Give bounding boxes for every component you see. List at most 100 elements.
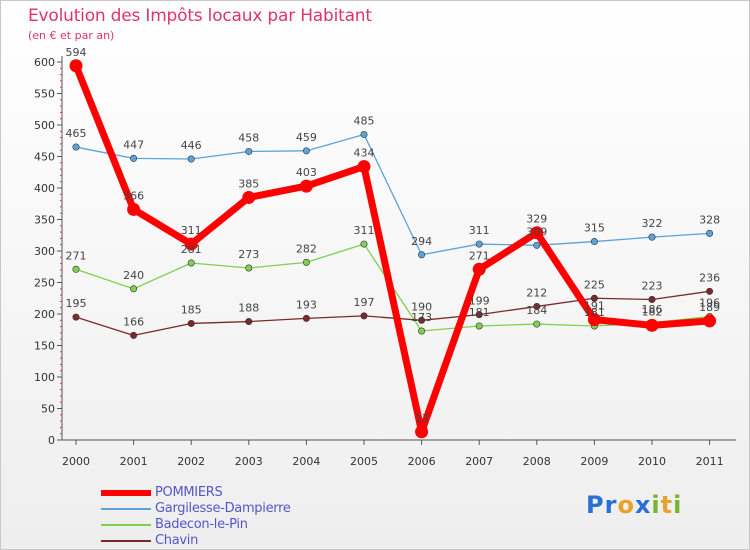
data-label: 447	[123, 138, 144, 151]
data-point	[475, 322, 483, 330]
y-tick-label: 150	[34, 340, 55, 353]
x-tick-label: 2011	[696, 455, 724, 468]
data-point	[357, 160, 371, 174]
data-label: 181	[469, 306, 490, 319]
data-point	[533, 302, 541, 310]
data-point	[245, 264, 253, 272]
data-label: 329	[526, 213, 547, 226]
data-labels-layer: 594 366 311 385 403 434 13 271 329 191 182 189 465 44…	[66, 46, 721, 425]
data-label: 184	[526, 304, 547, 317]
data-point	[360, 312, 368, 320]
data-point	[72, 313, 80, 321]
x-tick-label: 2009	[580, 455, 608, 468]
data-label: 271	[66, 249, 87, 262]
data-label: 223	[642, 280, 663, 293]
data-label: 434	[354, 147, 375, 160]
chart-title: Evolution des Impôts locaux par Habitant	[28, 6, 372, 26]
data-point	[72, 143, 80, 151]
x-tick-label: 2002	[177, 455, 205, 468]
data-label: 271	[469, 249, 490, 262]
data-point	[645, 318, 659, 332]
series-line-0	[72, 62, 714, 436]
proxiti-logo: Proxiti	[586, 491, 683, 519]
data-point	[299, 179, 313, 193]
data-label: 315	[584, 222, 605, 235]
x-tick-label: 2000	[62, 455, 90, 468]
x-tick-label: 2008	[523, 455, 551, 468]
data-label: 458	[238, 131, 259, 144]
data-point	[475, 311, 483, 319]
data-point	[587, 313, 601, 327]
data-label: 195	[66, 297, 87, 310]
legend-label: POMMIERS	[155, 485, 223, 500]
data-point	[590, 238, 598, 246]
data-label: 196	[699, 297, 720, 310]
y-tick-label: 600	[34, 56, 55, 69]
data-point	[703, 314, 717, 328]
data-label: 594	[66, 46, 87, 59]
data-label: 190	[411, 300, 432, 313]
y-tick-label: 0	[48, 434, 55, 447]
data-point	[415, 425, 429, 439]
data-label: 240	[123, 269, 144, 282]
data-point	[360, 240, 368, 248]
data-label: 166	[123, 315, 144, 328]
data-label: 13	[415, 412, 429, 425]
data-point	[127, 202, 141, 216]
data-point	[418, 251, 426, 259]
y-tick-label: 500	[34, 119, 55, 132]
data-label: 366	[123, 189, 144, 202]
data-point	[472, 262, 486, 276]
data-label: 459	[296, 131, 317, 144]
series-line-3	[75, 290, 711, 337]
data-label: 385	[238, 177, 259, 190]
x-tick-label: 2001	[120, 455, 148, 468]
data-label: 403	[296, 166, 317, 179]
data-label: 311	[354, 224, 375, 237]
data-point	[130, 154, 138, 162]
data-point	[130, 331, 138, 339]
data-point	[184, 237, 198, 251]
data-label: 294	[411, 235, 432, 248]
axes: 0 50 100 150 200 250 300 350 400 450 500 550 600 2000…	[34, 56, 736, 468]
data-point	[418, 327, 426, 335]
data-point	[648, 233, 656, 241]
data-label: 311	[181, 224, 202, 237]
data-label: 199	[469, 295, 490, 308]
data-label: 193	[296, 298, 317, 311]
series-layer	[69, 59, 717, 439]
data-point	[418, 316, 426, 324]
data-point	[706, 229, 714, 237]
chart-subtitle: (en € et par an)	[28, 29, 115, 42]
data-label: 225	[584, 278, 605, 291]
y-tick-label: 350	[34, 214, 55, 227]
y-tick-label: 400	[34, 182, 55, 195]
x-tick-label: 2010	[638, 455, 666, 468]
data-point	[590, 294, 598, 302]
data-point	[187, 259, 195, 267]
data-label: 173	[411, 311, 432, 324]
data-point	[69, 59, 83, 73]
data-point	[187, 155, 195, 163]
data-label: 273	[238, 248, 259, 261]
data-label: 197	[354, 296, 375, 309]
data-label: 191	[584, 300, 605, 313]
data-point	[302, 314, 310, 322]
data-label: 181	[584, 306, 605, 319]
y-tick-label: 50	[41, 403, 55, 416]
data-label: 282	[296, 242, 317, 255]
data-label: 186	[642, 303, 663, 316]
data-point	[706, 287, 714, 295]
data-label: 185	[181, 303, 202, 316]
data-point	[245, 147, 253, 155]
series-line-1	[75, 133, 711, 256]
x-tick-label: 2003	[235, 455, 263, 468]
data-label: 236	[699, 271, 720, 284]
data-point	[533, 241, 541, 249]
x-tick-label: 2005	[350, 455, 378, 468]
data-point	[242, 190, 256, 204]
data-label: 465	[66, 127, 87, 140]
x-tick-label: 2004	[292, 455, 320, 468]
y-tick-label: 100	[34, 371, 55, 384]
